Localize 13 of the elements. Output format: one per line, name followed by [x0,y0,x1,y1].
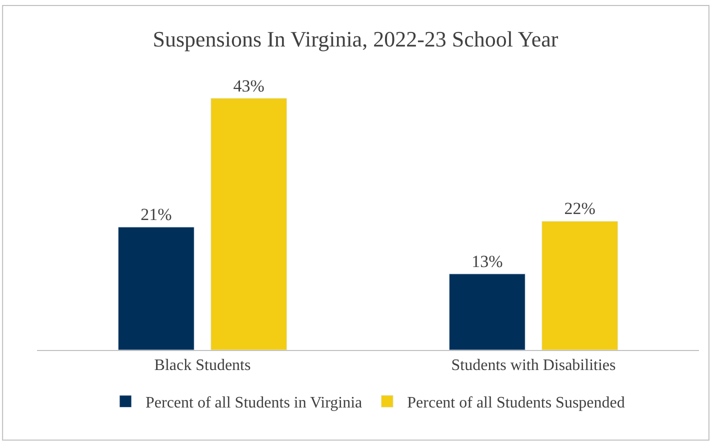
x-tick-label: Black Students [154,357,251,374]
data-label: 22% [564,199,596,218]
chart-title: Suspensions In Virginia, 2022-23 School Year [152,26,559,52]
legend-label: Percent of all Students in Virginia [146,394,362,412]
bar [542,220,618,350]
data-label: 21% [140,205,172,224]
legend-label: Percent of all Students Suspended [407,394,625,412]
data-label: 43% [233,76,264,96]
bar [448,274,526,350]
data-label: 13% [472,252,503,271]
bar [118,226,194,350]
x-tick-label: Students with Disabilities [451,357,616,374]
bar [210,98,288,350]
